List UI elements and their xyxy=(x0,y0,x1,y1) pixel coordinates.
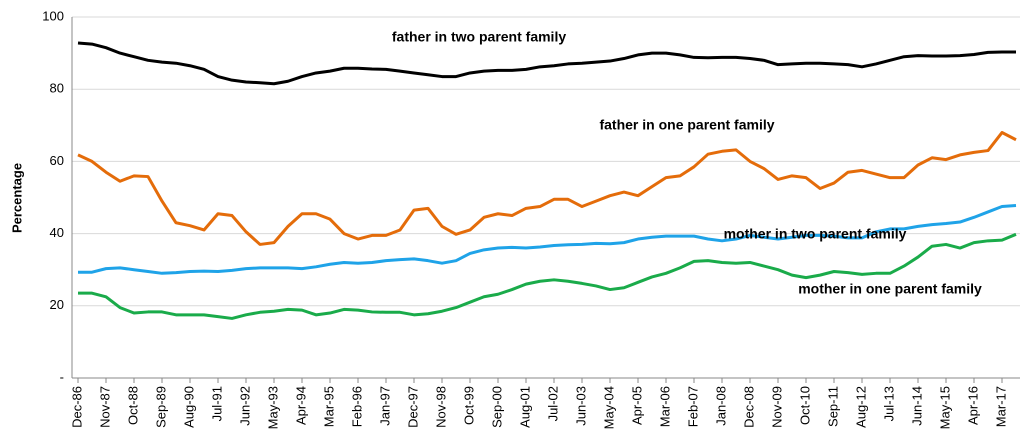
x-tick-label: Nov-09 xyxy=(769,386,784,428)
x-tick-label: Jul-13 xyxy=(881,386,896,421)
x-tick-label: Jun-92 xyxy=(237,386,252,426)
x-tick-label: Sep-89 xyxy=(153,386,168,428)
x-tick-label: Oct-99 xyxy=(461,386,476,425)
x-tick-label: Jun-14 xyxy=(909,386,924,426)
y-tick-label: 80 xyxy=(50,81,64,96)
x-tick-label: Apr-05 xyxy=(629,386,644,425)
series-label: father in two parent family xyxy=(392,29,566,45)
x-tick-label: Jul-02 xyxy=(545,386,560,421)
series-line xyxy=(78,203,1017,275)
x-tick-label: Aug-12 xyxy=(853,386,868,428)
x-tick-label: Dec-08 xyxy=(741,386,756,428)
x-tick-label: Sep-00 xyxy=(489,386,504,428)
x-tick-label: Feb-96 xyxy=(349,386,364,427)
series-line xyxy=(77,131,1017,246)
series-line xyxy=(77,41,1016,86)
x-tick-label: Jan-97 xyxy=(377,386,392,426)
y-tick-label: - xyxy=(60,369,64,384)
x-tick-label: May-93 xyxy=(265,386,280,429)
x-tick-label: Aug-90 xyxy=(181,386,196,428)
x-tick-label: Feb-07 xyxy=(685,386,700,427)
x-tick-label: Apr-94 xyxy=(293,386,308,425)
y-tick-label: 20 xyxy=(50,297,64,312)
x-tick-label: Sep-11 xyxy=(825,386,840,427)
x-tick-label: May-15 xyxy=(937,386,952,429)
y-axis-title: Percentage xyxy=(9,163,24,233)
x-tick-label: Dec-97 xyxy=(405,386,420,428)
y-tick-label: 40 xyxy=(50,225,64,240)
series-label: mother in one parent family xyxy=(798,281,982,297)
series-label: father in one parent family xyxy=(599,117,774,133)
x-tick-label: Mar-17 xyxy=(993,386,1008,427)
series-line xyxy=(78,232,1017,320)
x-tick-label: Oct-10 xyxy=(797,386,812,425)
x-tick-label: Nov-87 xyxy=(97,386,112,428)
x-tick-label: Mar-06 xyxy=(657,386,672,427)
x-tick-label: Jul-91 xyxy=(209,386,224,421)
y-tick-label: 60 xyxy=(50,153,64,168)
x-tick-label: Mar-95 xyxy=(321,386,336,427)
x-tick-label: Dec-86 xyxy=(69,386,84,428)
y-tick-label: 100 xyxy=(42,8,64,23)
x-tick-label: Aug-01 xyxy=(517,386,532,428)
x-tick-label: Apr-16 xyxy=(965,386,980,425)
x-tick-label: May-04 xyxy=(601,386,616,429)
x-tick-label: Oct-88 xyxy=(125,386,140,425)
series-label: mother in two parent family xyxy=(724,226,907,242)
x-tick-label: Jun-03 xyxy=(573,386,588,426)
x-tick-label: Nov-98 xyxy=(433,386,448,428)
x-tick-label: Jan-08 xyxy=(713,386,728,426)
